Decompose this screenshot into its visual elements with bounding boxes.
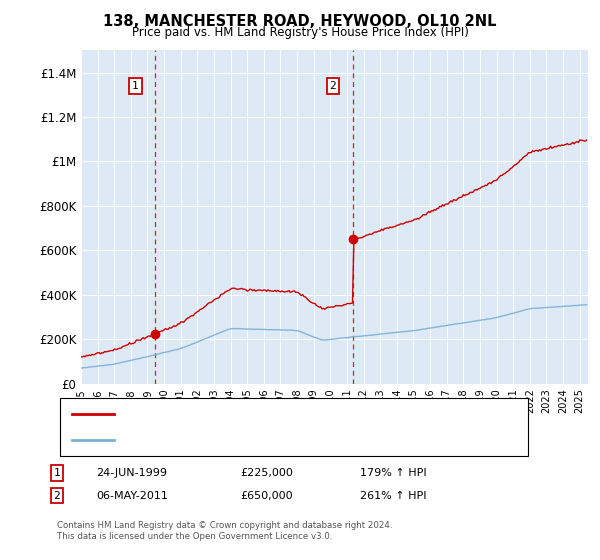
Text: This data is licensed under the Open Government Licence v3.0.: This data is licensed under the Open Gov… <box>57 532 332 541</box>
Text: HPI: Average price, detached house, Rochdale: HPI: Average price, detached house, Roch… <box>123 435 364 445</box>
Text: 06-MAY-2011: 06-MAY-2011 <box>96 491 168 501</box>
Text: Contains HM Land Registry data © Crown copyright and database right 2024.: Contains HM Land Registry data © Crown c… <box>57 521 392 530</box>
Text: 1: 1 <box>132 81 139 91</box>
Text: 2: 2 <box>329 81 336 91</box>
Text: £650,000: £650,000 <box>240 491 293 501</box>
Text: 138, MANCHESTER ROAD, HEYWOOD, OL10 2NL (detached house): 138, MANCHESTER ROAD, HEYWOOD, OL10 2NL … <box>123 409 469 419</box>
Text: 179% ↑ HPI: 179% ↑ HPI <box>360 468 427 478</box>
Text: 138, MANCHESTER ROAD, HEYWOOD, OL10 2NL: 138, MANCHESTER ROAD, HEYWOOD, OL10 2NL <box>103 14 497 29</box>
Text: 2: 2 <box>53 491 61 501</box>
Text: 1: 1 <box>53 468 61 478</box>
Text: 24-JUN-1999: 24-JUN-1999 <box>96 468 167 478</box>
Text: £225,000: £225,000 <box>240 468 293 478</box>
Text: Price paid vs. HM Land Registry's House Price Index (HPI): Price paid vs. HM Land Registry's House … <box>131 26 469 39</box>
Text: 261% ↑ HPI: 261% ↑ HPI <box>360 491 427 501</box>
